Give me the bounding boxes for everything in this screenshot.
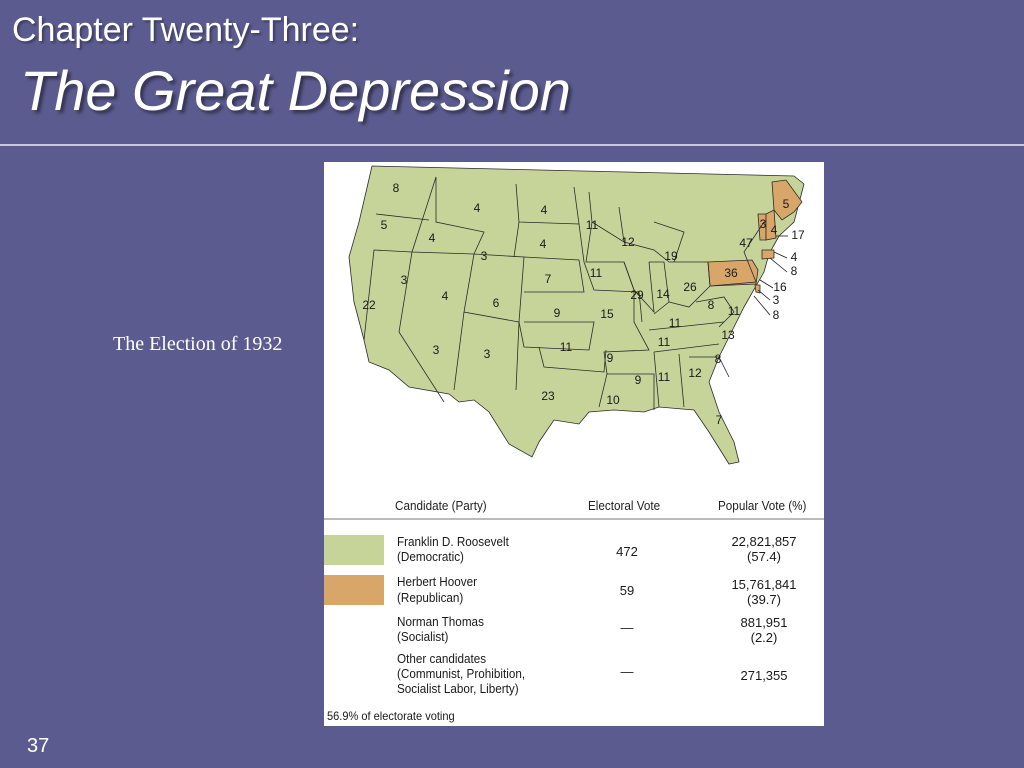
ev-label-pa: 36 xyxy=(724,266,738,280)
ev-label-il: 29 xyxy=(630,288,644,302)
popular-vote: 881,951 xyxy=(740,615,788,630)
ev-label-va: 11 xyxy=(728,304,741,318)
ev-label-ne: 7 xyxy=(545,272,552,286)
republican-swatch xyxy=(324,575,384,605)
electoral-vote: — xyxy=(620,664,634,679)
ev-label-tn: 11 xyxy=(658,335,671,349)
ev-label-wi: 12 xyxy=(621,235,635,249)
electoral-vote: — xyxy=(620,620,634,635)
popular-percent: (39.7) xyxy=(747,592,781,607)
candidate-party: (Democratic) xyxy=(397,549,464,564)
us-land xyxy=(348,165,805,465)
ev-label-wa: 8 xyxy=(393,181,400,195)
candidate-party-continued: Socialist Labor, Liberty) xyxy=(397,681,519,696)
ev-label-ok: 11 xyxy=(560,340,573,354)
ev-label-ny: 47 xyxy=(739,236,753,250)
popular-percent: (57.4) xyxy=(747,549,781,564)
ev-label-co: 6 xyxy=(493,296,500,310)
ev-label-mo: 15 xyxy=(600,307,614,321)
ev-label-nv: 3 xyxy=(401,273,408,287)
chapter-heading: Chapter Twenty-Three: xyxy=(12,11,360,49)
title-divider xyxy=(0,144,1024,146)
ev-label-ms: 9 xyxy=(635,373,642,387)
candidate-name: Other candidates xyxy=(397,651,487,666)
ev-label-oh: 26 xyxy=(683,280,697,294)
ev-label-nh: 4 xyxy=(771,223,778,237)
ev-label-sd: 4 xyxy=(540,237,547,251)
electoral-vote: 472 xyxy=(616,544,638,559)
ev-label-ut: 4 xyxy=(442,289,449,303)
candidate-party: (Republican) xyxy=(397,590,464,605)
ev-label-nc: 13 xyxy=(721,328,735,342)
ev-label-nm: 3 xyxy=(484,347,491,361)
slide-title: The Great Depression xyxy=(20,59,571,122)
ev-label-ri: 4 xyxy=(791,250,798,264)
electoral-vote: 59 xyxy=(619,583,635,598)
ev-label-ga: 12 xyxy=(688,366,702,380)
popular-vote: 15,761,841 xyxy=(731,577,797,592)
ev-label-az: 3 xyxy=(433,343,440,357)
ev-label-ma: 17 xyxy=(791,228,805,242)
candidate-name: Franklin D. Roosevelt xyxy=(397,534,509,549)
ev-label-me: 5 xyxy=(783,197,790,211)
state-delaware xyxy=(754,284,761,294)
ev-label-wy: 3 xyxy=(481,249,488,263)
ev-label-ct: 8 xyxy=(791,264,798,278)
popular-vote: 22,821,857 xyxy=(731,534,797,549)
ev-label-ky: 11 xyxy=(669,316,682,330)
col-header-candidate: Candidate (Party) xyxy=(395,498,487,513)
candidate-name: Herbert Hoover xyxy=(397,574,477,589)
ev-label-de: 3 xyxy=(773,293,780,307)
ev-label-nd: 4 xyxy=(541,203,548,217)
election-figure: 8 5 22 4 3 4 3 4 6 3 3 4 4 7 9 11 23 11 … xyxy=(324,162,824,726)
ev-label-ia: 11 xyxy=(590,266,603,280)
ev-label-al: 11 xyxy=(658,370,671,384)
candidate-name: Norman Thomas xyxy=(397,614,484,629)
ev-label-mi: 19 xyxy=(664,249,678,263)
col-header-electoral: Electoral Vote xyxy=(588,498,661,513)
ev-label-la: 10 xyxy=(606,393,620,407)
ev-label-or: 5 xyxy=(381,218,388,232)
ev-label-vt: 3 xyxy=(760,217,767,231)
slide-number: 37 xyxy=(27,735,50,757)
ev-label-wv: 8 xyxy=(708,298,715,312)
ev-label-ar: 9 xyxy=(607,351,614,365)
state-connecticut xyxy=(761,249,775,260)
ev-label-ca: 22 xyxy=(362,298,376,312)
candidate-party: (Communist, Prohibition, xyxy=(397,666,526,681)
ev-label-mt: 4 xyxy=(474,201,481,215)
col-header-popular: Popular Vote (%) xyxy=(718,498,807,513)
popular-percent: (2.2) xyxy=(750,630,778,645)
table-header-divider xyxy=(324,518,824,520)
figure-caption: The Election of 1932 xyxy=(113,333,283,355)
ev-label-nj: 16 xyxy=(773,280,787,294)
ev-label-tx: 23 xyxy=(541,389,555,403)
state-new-hampshire xyxy=(765,209,777,241)
democratic-swatch xyxy=(324,535,384,565)
ev-label-md: 8 xyxy=(773,308,780,322)
ev-label-sc: 8 xyxy=(715,352,722,366)
ev-label-fl: 7 xyxy=(716,413,723,427)
ev-label-id: 4 xyxy=(429,231,436,245)
ev-label-ks: 9 xyxy=(554,306,561,320)
turnout-footnote: 56.9% of electorate voting xyxy=(327,709,455,723)
candidate-party: (Socialist) xyxy=(397,629,449,644)
leader-lines xyxy=(753,235,788,316)
ev-label-mn: 11 xyxy=(586,218,599,232)
us-electoral-map: 8 5 22 4 3 4 3 4 6 3 3 4 4 7 9 11 23 11 … xyxy=(348,165,805,465)
ev-label-in: 14 xyxy=(656,287,670,301)
state-borders xyxy=(363,176,765,410)
popular-vote: 271,355 xyxy=(740,668,788,683)
